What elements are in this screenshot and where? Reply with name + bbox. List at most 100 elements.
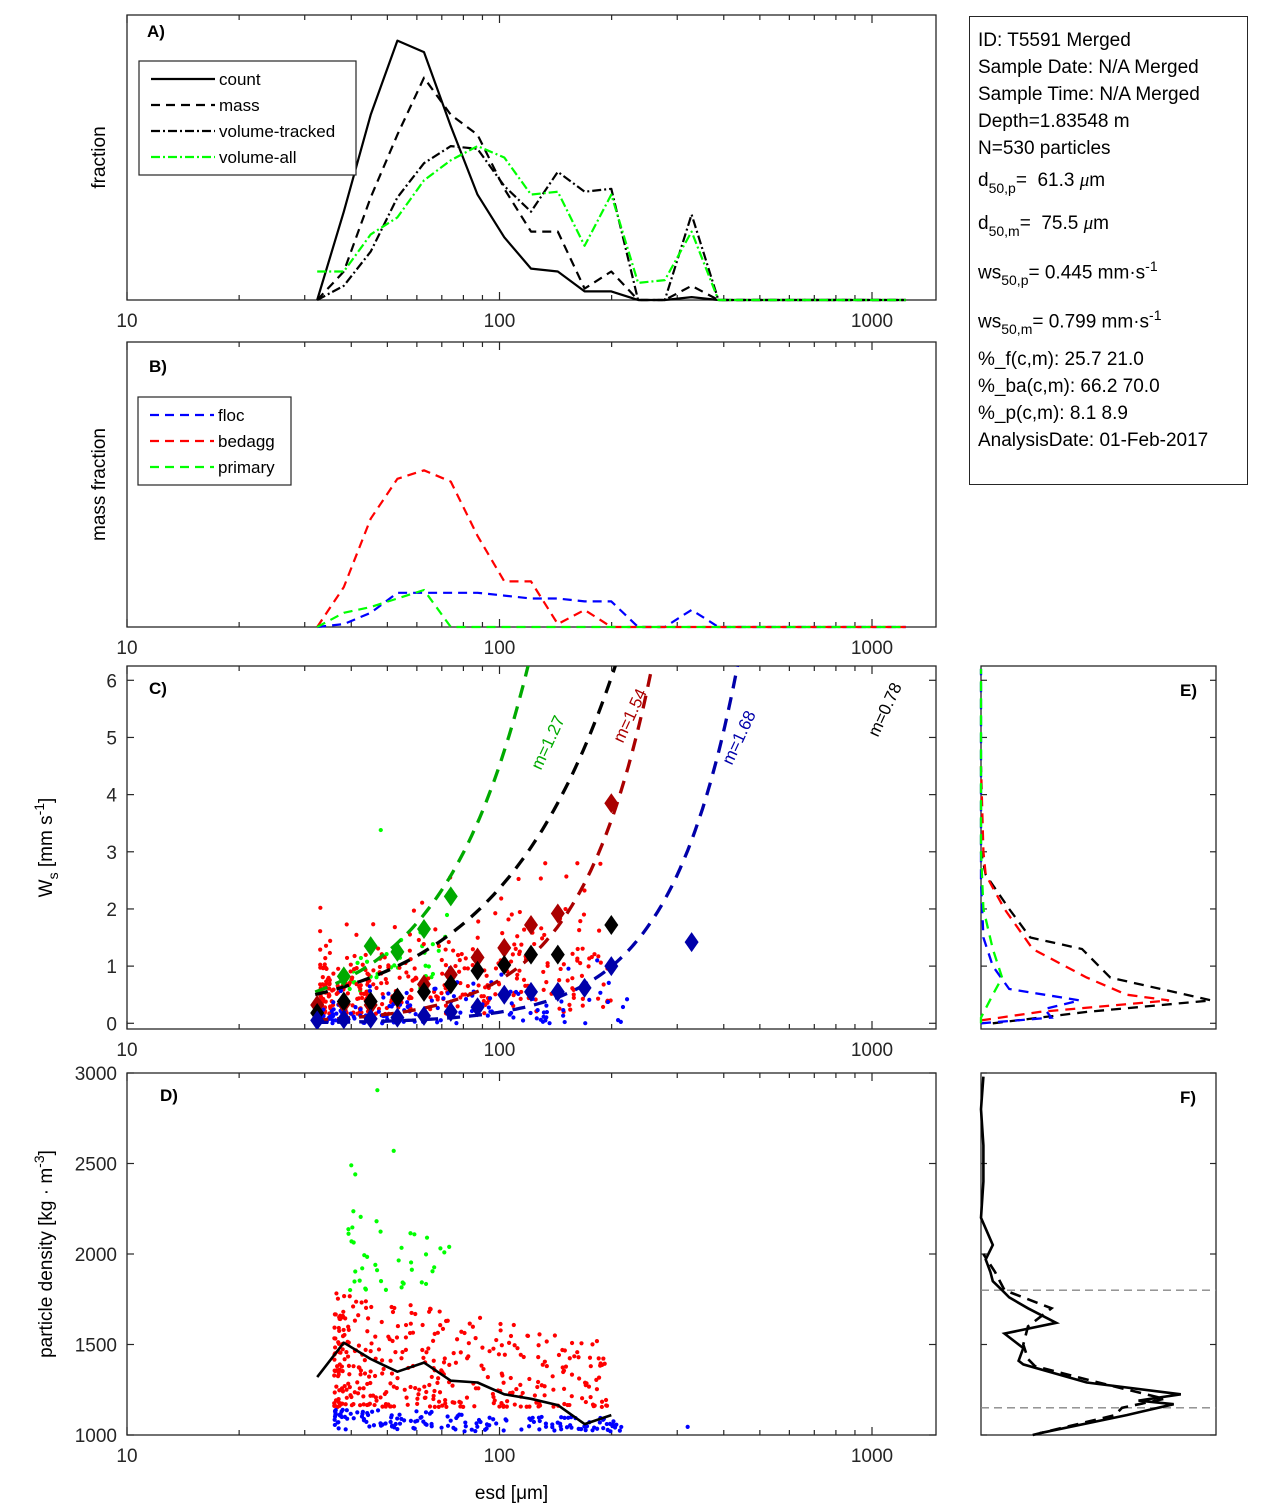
scatter-point-bedagg xyxy=(435,1330,440,1335)
scatter-point-bedagg xyxy=(470,1324,475,1329)
scatter-point-floc xyxy=(473,1428,478,1434)
scatter-point-primary xyxy=(351,1209,356,1214)
info-analysis-date: AnalysisDate: 01-Feb-2017 xyxy=(978,429,1209,451)
y-axis-title-unit: [mm s xyxy=(36,815,57,872)
scatter-point-primary xyxy=(378,1229,383,1234)
series-line-primary xyxy=(316,588,906,629)
scatter-point-bedagg xyxy=(577,928,582,933)
scatter-point-bedagg xyxy=(342,1294,347,1299)
d50m-value: = 75.5 xyxy=(1019,212,1084,234)
scatter-point-bedagg xyxy=(567,1002,572,1007)
scatter-point-bedagg xyxy=(374,1398,379,1403)
scatter-point-bedagg xyxy=(347,1294,352,1299)
scatter-point-primary xyxy=(364,959,370,964)
scatter-point-bedagg xyxy=(440,971,445,976)
x-tick-label: 1000 xyxy=(851,1040,893,1061)
scatter-point-floc xyxy=(463,997,469,1002)
y-axis-title: particle density [kg · m-3] xyxy=(31,1150,57,1358)
scatter-point-bedagg xyxy=(395,1323,401,1329)
scatter-point-bedagg xyxy=(506,1340,512,1345)
scatter-point-floc xyxy=(414,1409,419,1414)
scatter-point-bedagg xyxy=(598,861,603,866)
scatter-point-floc xyxy=(476,1417,482,1423)
scatter-point-bedagg xyxy=(540,936,545,941)
scatter-point-bedagg xyxy=(447,1362,452,1367)
legend-entry-volume-tracked: volume-tracked xyxy=(219,122,335,141)
scatter-point-bedagg xyxy=(348,1393,353,1398)
profile-line-all xyxy=(979,851,1212,1025)
legend-entry-mass: mass xyxy=(219,96,260,115)
scatter-point-bedagg xyxy=(392,925,397,930)
scatter-point-bedagg xyxy=(375,946,381,951)
scatter-point-bedagg xyxy=(459,951,464,957)
y-tick-label: 4 xyxy=(106,786,117,807)
scatter-point-bedagg xyxy=(415,1396,420,1401)
scatter-point-bedagg xyxy=(345,1354,351,1359)
scatter-point-floc xyxy=(562,1415,567,1420)
scatter-point-bedagg xyxy=(521,1354,526,1360)
scatter-point-bedagg xyxy=(603,1397,609,1403)
scatter-point-bedagg xyxy=(332,1357,337,1362)
scatter-point-bedagg xyxy=(517,968,522,973)
scatter-point-bedagg xyxy=(437,1390,443,1395)
scatter-point-bedagg xyxy=(579,973,585,979)
scatter-point-primary xyxy=(423,1252,429,1257)
scatter-point-bedagg xyxy=(416,937,421,943)
scatter-point-primary xyxy=(365,1254,370,1259)
scatter-point-bedagg xyxy=(378,1395,383,1400)
scatter-point-bedagg xyxy=(380,1404,385,1409)
scatter-point-primary xyxy=(409,1267,414,1272)
scatter-point-bedagg xyxy=(519,942,524,947)
scatter-point-floc xyxy=(566,966,571,971)
info-id: ID: T5591 Merged xyxy=(978,30,1131,51)
scatter-point-bedagg xyxy=(588,1395,593,1400)
scatter-point-bedagg xyxy=(373,1334,378,1339)
scatter-point-floc xyxy=(454,1415,459,1421)
scatter-point-floc xyxy=(583,1021,588,1026)
scatter-point-bedagg xyxy=(563,1364,569,1369)
scatter-point-bedagg xyxy=(341,1327,346,1333)
scatter-point-bedagg xyxy=(561,1368,567,1373)
y-tick-label: 1500 xyxy=(75,1336,117,1357)
scatter-point-bedagg xyxy=(357,1403,363,1408)
scatter-point-bedagg xyxy=(544,980,549,985)
median-marker-bedagg xyxy=(524,914,539,935)
scatter-point-bedagg xyxy=(579,1341,584,1346)
scatter-point-bedagg xyxy=(456,969,462,974)
scatter-point-bedagg xyxy=(400,1349,405,1355)
fit-label-floc: m=1.68 xyxy=(718,708,759,768)
ws50p-value: = 0.445 mm·s xyxy=(1028,261,1146,283)
scatter-point-bedagg xyxy=(322,962,327,967)
scatter-point-bedagg xyxy=(586,964,591,969)
scatter-point-bedagg xyxy=(459,1329,464,1334)
y-axis-title: mass fraction xyxy=(89,428,110,541)
scatter-point-bedagg xyxy=(409,987,414,993)
scatter-point-bedagg xyxy=(539,926,544,931)
profile-line-primary xyxy=(979,668,1004,1024)
scatter-point-bedagg xyxy=(344,955,350,961)
scatter-point-bedagg xyxy=(394,1335,400,1340)
y-axis-title-sub: s xyxy=(45,872,61,879)
scatter-point-bedagg xyxy=(429,1374,434,1380)
scatter-point-bedagg xyxy=(402,1387,407,1392)
scatter-point-bedagg xyxy=(499,1371,504,1376)
scatter-point-floc xyxy=(397,1421,403,1426)
y-axis-title-main: particle density [kg · m xyxy=(36,1168,57,1358)
scatter-point-floc xyxy=(376,1009,381,1014)
scatter-point-bedagg xyxy=(473,1336,478,1341)
scatter-point-floc xyxy=(413,1419,418,1424)
scatter-point-bedagg xyxy=(358,1372,363,1377)
scatter-point-bedagg xyxy=(470,947,475,952)
scatter-point-floc xyxy=(487,996,493,1001)
ws50m-sup: -1 xyxy=(1149,306,1162,323)
scatter-point-bedagg xyxy=(562,1348,567,1353)
scatter-point-primary xyxy=(374,1219,379,1224)
median-marker-primary xyxy=(443,886,458,907)
scatter-point-primary xyxy=(438,1246,443,1251)
scatter-point-floc xyxy=(527,1416,532,1421)
scatter-point-bedagg xyxy=(572,1354,577,1359)
scatter-point-bedagg xyxy=(368,1369,373,1374)
scatter-point-bedagg xyxy=(463,956,468,961)
scatter-point-bedagg xyxy=(517,951,522,957)
scatter-point-bedagg xyxy=(514,976,520,981)
